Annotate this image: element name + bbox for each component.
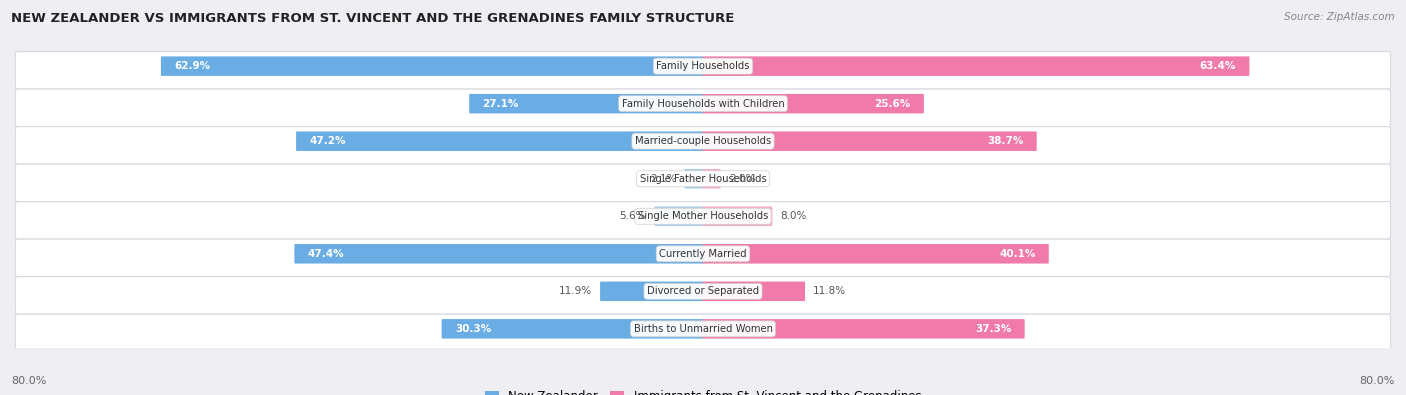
Text: Births to Unmarried Women: Births to Unmarried Women [634,324,772,334]
FancyBboxPatch shape [15,239,1391,276]
Text: 37.3%: 37.3% [974,324,1011,334]
FancyBboxPatch shape [15,51,1391,89]
FancyBboxPatch shape [470,94,703,113]
Text: Single Mother Households: Single Mother Households [638,211,768,221]
Text: 8.0%: 8.0% [780,211,807,221]
FancyBboxPatch shape [703,282,806,301]
Text: 25.6%: 25.6% [875,99,911,109]
Text: 63.4%: 63.4% [1199,61,1236,71]
Text: Family Households with Children: Family Households with Children [621,99,785,109]
Text: 80.0%: 80.0% [11,376,46,386]
Text: Family Households: Family Households [657,61,749,71]
FancyBboxPatch shape [294,244,703,263]
FancyBboxPatch shape [15,314,1391,352]
FancyBboxPatch shape [703,244,1049,263]
FancyBboxPatch shape [703,207,772,226]
FancyBboxPatch shape [703,319,1025,339]
Text: Currently Married: Currently Married [659,249,747,259]
FancyBboxPatch shape [703,56,1250,76]
FancyBboxPatch shape [15,126,1391,164]
Text: 2.1%: 2.1% [650,174,676,184]
FancyBboxPatch shape [703,94,924,113]
FancyBboxPatch shape [15,276,1391,314]
Text: 11.9%: 11.9% [558,286,592,296]
Text: 62.9%: 62.9% [174,61,211,71]
Text: 47.2%: 47.2% [309,136,346,146]
Text: 2.0%: 2.0% [728,174,755,184]
Text: 11.8%: 11.8% [813,286,846,296]
Text: 27.1%: 27.1% [482,99,519,109]
FancyBboxPatch shape [15,164,1391,201]
Text: NEW ZEALANDER VS IMMIGRANTS FROM ST. VINCENT AND THE GRENADINES FAMILY STRUCTURE: NEW ZEALANDER VS IMMIGRANTS FROM ST. VIN… [11,12,734,25]
FancyBboxPatch shape [685,169,703,188]
FancyBboxPatch shape [600,282,703,301]
FancyBboxPatch shape [297,132,703,151]
FancyBboxPatch shape [15,201,1391,239]
FancyBboxPatch shape [15,89,1391,126]
Text: 80.0%: 80.0% [1360,376,1395,386]
Text: Single Father Households: Single Father Households [640,174,766,184]
Text: 47.4%: 47.4% [308,249,344,259]
FancyBboxPatch shape [703,132,1036,151]
FancyBboxPatch shape [160,56,703,76]
Text: Source: ZipAtlas.com: Source: ZipAtlas.com [1284,12,1395,22]
Text: 38.7%: 38.7% [987,136,1024,146]
Text: Divorced or Separated: Divorced or Separated [647,286,759,296]
FancyBboxPatch shape [654,207,703,226]
Text: 5.6%: 5.6% [620,211,647,221]
FancyBboxPatch shape [441,319,703,339]
Legend: New Zealander, Immigrants from St. Vincent and the Grenadines: New Zealander, Immigrants from St. Vince… [479,385,927,395]
FancyBboxPatch shape [703,169,721,188]
Text: Married-couple Households: Married-couple Households [636,136,770,146]
Text: 40.1%: 40.1% [1000,249,1035,259]
Text: 30.3%: 30.3% [456,324,491,334]
